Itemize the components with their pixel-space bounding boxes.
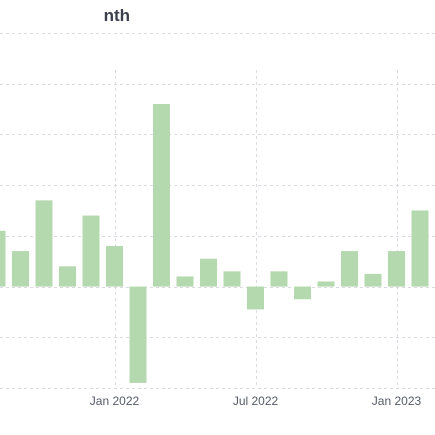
- vertical-gridlines: [115, 70, 398, 388]
- bar-jan-2023[interactable]: [388, 251, 405, 287]
- bar-apr-2022[interactable]: [176, 276, 194, 287]
- bar-sep-2021[interactable]: [12, 251, 29, 287]
- bar-dec-2022[interactable]: [364, 273, 382, 287]
- horizontal-gridlines: [0, 33, 435, 389]
- bar-jul-2022[interactable]: [247, 286, 264, 310]
- x-tick-label: Jan 2023: [372, 394, 422, 408]
- bar-sep-2022[interactable]: [294, 286, 311, 300]
- bar-jan-2022[interactable]: [106, 246, 123, 287]
- bar-series: [0, 104, 429, 383]
- bar-oct-2022[interactable]: [317, 281, 335, 287]
- x-tick-label: Jul 2022: [233, 394, 279, 408]
- bar-feb-2022[interactable]: [129, 286, 147, 383]
- bar-dec-2021[interactable]: [82, 215, 100, 287]
- x-tick-label: Jan 2022: [90, 394, 140, 408]
- bar-nov-2022[interactable]: [341, 251, 358, 287]
- bar-may-2022[interactable]: [200, 258, 217, 287]
- bar-aug-2021[interactable]: [0, 230, 6, 287]
- bar-mar-2022[interactable]: [153, 104, 170, 287]
- bar-feb-2023[interactable]: [411, 210, 429, 287]
- chart-title: nth: [103, 6, 130, 25]
- bar-aug-2022[interactable]: [270, 271, 288, 287]
- bar-jun-2022[interactable]: [223, 271, 241, 287]
- bar-nov-2021[interactable]: [59, 266, 76, 287]
- bar-oct-2021[interactable]: [35, 200, 53, 287]
- x-axis-tick-labels: Jan 2022 Jul 2022 Jan 2023: [90, 394, 422, 408]
